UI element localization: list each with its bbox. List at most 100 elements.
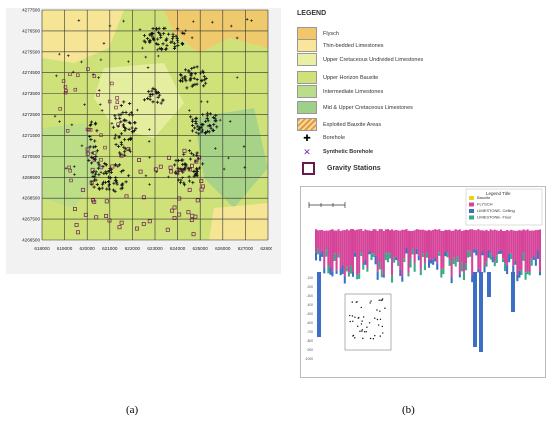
limestone-column xyxy=(506,265,509,275)
limestone-column xyxy=(399,269,402,277)
depth-tick-label: -800 xyxy=(307,339,314,343)
inset-point xyxy=(354,316,356,318)
borehole-marker xyxy=(122,145,126,149)
limestone-column xyxy=(331,271,334,277)
borehole-marker xyxy=(108,176,113,180)
limestone-column xyxy=(384,252,387,261)
flysch-column xyxy=(458,229,461,274)
flysch-column xyxy=(479,230,482,276)
borehole-marker xyxy=(207,130,211,134)
borehole-marker xyxy=(192,169,196,173)
limestone-column xyxy=(421,253,424,258)
borehole-marker xyxy=(119,140,123,144)
borehole-marker xyxy=(167,32,171,36)
gravity-station-marker xyxy=(188,167,193,172)
borehole-marker xyxy=(89,137,93,142)
flysch-column xyxy=(436,229,439,264)
legend-label: Borehole xyxy=(323,135,346,141)
borehole-marker xyxy=(208,112,212,116)
borehole-marker xyxy=(243,166,247,169)
limestone-column xyxy=(382,274,385,278)
gravity-station-marker xyxy=(83,212,88,217)
borehole-marker xyxy=(173,163,177,167)
gravity-station-marker xyxy=(87,128,91,132)
flysch-column xyxy=(456,230,459,257)
inset-point xyxy=(351,315,354,317)
legend-b-title: Legend Title xyxy=(486,191,511,196)
legend-label: Intermediate Limestones xyxy=(323,88,384,95)
legend-label: Exploited Bauxite Areas xyxy=(323,121,382,128)
borehole-marker xyxy=(194,116,198,120)
borehole-marker xyxy=(121,168,125,173)
gravity-station-marker xyxy=(147,219,152,224)
borehole-marker xyxy=(161,42,165,46)
flysch-column xyxy=(345,229,348,267)
borehole-marker xyxy=(88,123,92,128)
borehole-marker xyxy=(180,42,185,46)
flysch-column xyxy=(370,230,373,254)
borehole-marker xyxy=(213,116,217,121)
limestone-column xyxy=(366,268,369,272)
flysch-column xyxy=(351,229,355,272)
flysch-column xyxy=(315,229,318,253)
gravity-station-marker xyxy=(114,105,118,110)
legend-item: Exploited Bauxite Areas xyxy=(297,118,381,131)
depth-tick-label: -700 xyxy=(307,330,314,334)
gravity-station-marker xyxy=(182,148,187,153)
borehole-marker xyxy=(211,20,214,24)
borehole-marker xyxy=(122,118,126,122)
borehole-marker xyxy=(114,143,118,147)
legend-b-swatch xyxy=(469,196,474,200)
geology-unit xyxy=(209,203,268,240)
borehole-marker xyxy=(148,128,151,131)
borehole-marker xyxy=(150,89,154,93)
flysch-column xyxy=(331,229,334,272)
borehole-marker xyxy=(172,46,177,51)
y-tick-label: 4267500 xyxy=(22,217,40,222)
borehole-marker xyxy=(110,122,114,125)
borehole-marker xyxy=(149,32,153,36)
limestone-column xyxy=(493,261,496,267)
borehole-marker xyxy=(151,86,155,90)
limestone-column xyxy=(446,252,449,258)
borehole-marker xyxy=(111,125,116,129)
legend-item: ✚ Borehole xyxy=(297,132,345,144)
borehole-marker xyxy=(189,72,193,76)
limestone-column xyxy=(409,258,412,268)
legend-label: Upper Horizon Bauxite xyxy=(323,74,379,81)
borehole-marker xyxy=(88,134,92,139)
limestone-column xyxy=(325,249,328,257)
borehole-marker xyxy=(229,24,233,28)
flysch-column xyxy=(423,230,426,264)
borehole-marker xyxy=(117,144,121,148)
borehole-marker xyxy=(162,32,166,36)
borehole-marker xyxy=(197,127,201,131)
limestone-column xyxy=(534,258,537,266)
borehole-marker xyxy=(64,166,68,170)
limestone-column xyxy=(413,263,416,272)
borehole-marker xyxy=(197,132,201,136)
borehole-marker xyxy=(235,36,239,40)
flysch-column xyxy=(356,229,359,276)
limestone-column xyxy=(337,253,340,258)
limestone-column xyxy=(436,263,439,270)
flysch-column xyxy=(522,229,525,253)
gravity-station-marker xyxy=(110,164,115,169)
legend-swatch xyxy=(297,53,317,66)
gravity-station-marker xyxy=(61,79,66,83)
borehole-marker xyxy=(103,180,108,184)
flysch-column xyxy=(538,229,541,272)
borehole-marker xyxy=(203,78,207,82)
flysch-column xyxy=(467,230,470,251)
limestone-column xyxy=(403,258,406,262)
gravity-station-marker xyxy=(107,218,112,223)
legend-label: Thin-bedded Limestones xyxy=(323,42,384,49)
gravity-stations xyxy=(58,67,205,237)
x-tick-label: 622000 xyxy=(125,246,141,251)
borehole-marker xyxy=(178,181,183,185)
limestone-column xyxy=(319,253,322,262)
borehole-marker xyxy=(124,119,128,123)
geology-unit xyxy=(194,108,268,208)
borehole-marker xyxy=(148,156,151,159)
borehole-marker xyxy=(205,111,209,115)
